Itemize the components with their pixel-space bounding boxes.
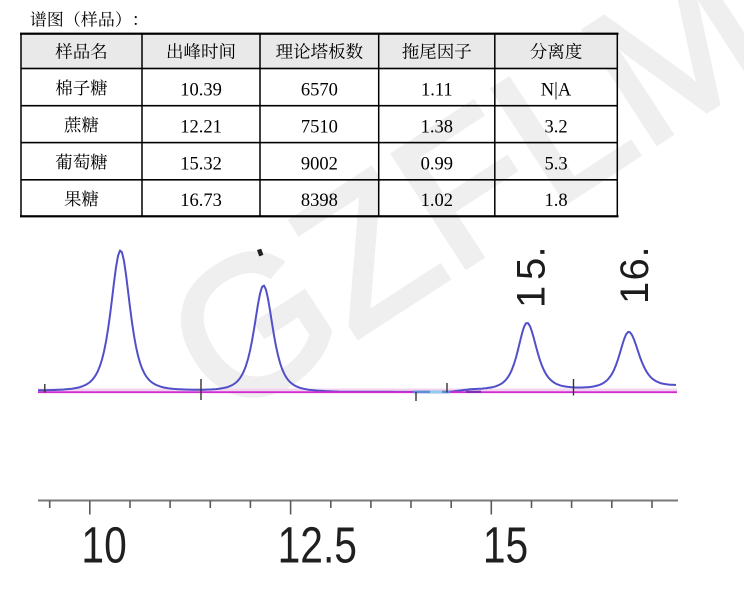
svg-text:9002: 9002: [301, 154, 338, 174]
svg-text:15: 15: [483, 516, 528, 573]
svg-text:15.32: 15.32: [180, 154, 222, 174]
svg-text:16.: 16.: [613, 246, 657, 304]
svg-text:12.5: 12.5: [278, 516, 357, 573]
svg-text:7510: 7510: [301, 117, 338, 137]
svg-text:10.39: 10.39: [180, 80, 222, 100]
svg-text:16.73: 16.73: [180, 191, 222, 211]
svg-text:0.99: 0.99: [421, 154, 453, 174]
svg-text:1.11: 1.11: [421, 80, 453, 100]
svg-text:1.02: 1.02: [421, 191, 453, 211]
svg-text:15.: 15.: [510, 246, 554, 308]
svg-text:3.2: 3.2: [544, 117, 567, 137]
svg-text:12.21: 12.21: [180, 117, 222, 137]
svg-text:1.38: 1.38: [421, 117, 453, 137]
svg-text:10: 10: [81, 516, 126, 573]
svg-text:N|A: N|A: [541, 80, 572, 100]
svg-text:5.3: 5.3: [544, 154, 567, 174]
svg-text:6570: 6570: [301, 80, 338, 100]
svg-text:1.8: 1.8: [544, 191, 567, 211]
svg-text:8398: 8398: [301, 191, 338, 211]
